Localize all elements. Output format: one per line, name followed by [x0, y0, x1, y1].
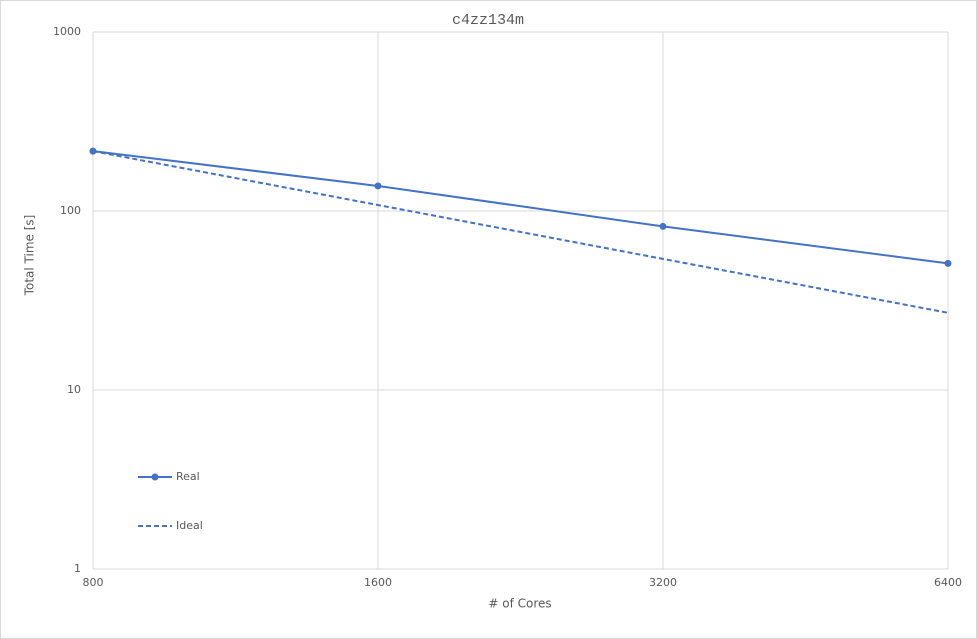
x-axis-label: # of Cores: [488, 597, 551, 611]
series-line: [92, 150, 949, 265]
legend-marker: [151, 473, 159, 481]
chart-title: c4zz134m: [452, 12, 524, 29]
x-tick-label: 1600: [364, 576, 392, 589]
y-tick-label: 1000: [53, 25, 81, 38]
point: [374, 182, 382, 190]
y-tick-label: 100: [60, 204, 81, 217]
point: [944, 259, 952, 267]
x-tick-label: 6400: [934, 576, 962, 589]
y-tick-label: 1: [74, 562, 81, 575]
y-tick-label: 10: [67, 383, 81, 396]
series-line: [92, 150, 949, 314]
legend-label: Ideal: [176, 519, 203, 532]
x-tick-label: 800: [83, 576, 104, 589]
point: [659, 222, 667, 230]
legend-label: Real: [176, 470, 200, 483]
x-tick-label: 3200: [649, 576, 677, 589]
y-axis-label: Total Time [s]: [23, 215, 37, 297]
